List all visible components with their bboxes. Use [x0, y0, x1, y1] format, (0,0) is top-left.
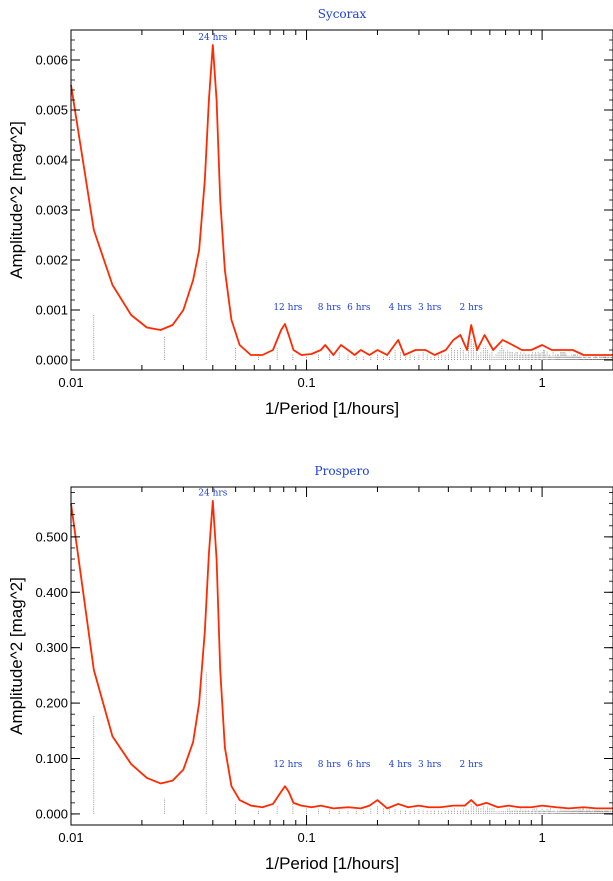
x-axis-label: 1/Period [1/hours] [265, 399, 399, 418]
sample-spikes [93, 672, 613, 814]
y-tick-label: 0.400 [35, 585, 68, 600]
period-annotation: 12 hrs [273, 303, 302, 313]
period-annotation: 4 hrs [389, 760, 413, 770]
period-annotation: 24 hrs [198, 488, 227, 498]
period-annotation: 8 hrs [318, 303, 342, 313]
series-line [70, 499, 613, 810]
y-tick-label: 0.300 [35, 640, 68, 655]
x-tick-label: 1 [538, 830, 545, 845]
period-annotation: 2 hrs [460, 760, 484, 770]
series-line [70, 44, 613, 356]
y-tick-label: 0.005 [35, 103, 68, 118]
period-annotation: 6 hrs [347, 760, 371, 770]
period-annotation: 8 hrs [318, 760, 342, 770]
y-tick-label: 0.000 [35, 806, 68, 821]
sample-spikes [93, 260, 613, 360]
plot-frame [70, 29, 613, 371]
y-tick-label: 0.001 [35, 303, 68, 318]
y-tick-label: 0.002 [35, 253, 68, 268]
x-tick-label: 0.1 [298, 375, 316, 390]
chart-panel-prospero: Prospero 0.000 0.100 0.200 0.300 0.400 0.500 0.… [7, 464, 613, 873]
period-annotation: 12 hrs [273, 760, 302, 770]
y-tick-label: 0.003 [35, 203, 68, 218]
chart-title: Prospero [315, 464, 370, 478]
y-axis-label: Amplitude^2 [mag^2] [7, 577, 26, 735]
plot-frame [70, 486, 613, 826]
y-tick-label: 0.100 [35, 751, 68, 766]
chart-panel-sycorax: Sycorax 0.000 0.001 0.002 0.003 0.004 0.005 0.0… [7, 7, 613, 418]
x-tick-label: 0.01 [58, 375, 83, 390]
x-axis-label: 1/Period [1/hours] [265, 854, 399, 873]
y-tick-label: 0.000 [35, 353, 68, 368]
x-tick-label: 1 [538, 375, 545, 390]
y-tick-label: 0.004 [35, 153, 68, 168]
period-annotation: 24 hrs [198, 33, 227, 43]
period-annotation: 2 hrs [460, 303, 484, 313]
y-tick-label: 0.200 [35, 696, 68, 711]
period-annotation: 3 hrs [418, 303, 442, 313]
y-tick-label: 0.006 [35, 53, 68, 68]
chart-title: Sycorax [318, 7, 367, 21]
x-tick-label: 0.1 [298, 830, 316, 845]
y-axis-label: Amplitude^2 [mag^2] [7, 121, 26, 279]
x-tick-label: 0.01 [58, 830, 83, 845]
period-annotation: 3 hrs [418, 760, 442, 770]
period-annotation: 4 hrs [389, 303, 413, 313]
period-annotation: 6 hrs [347, 303, 371, 313]
y-tick-label: 0.500 [35, 529, 68, 544]
